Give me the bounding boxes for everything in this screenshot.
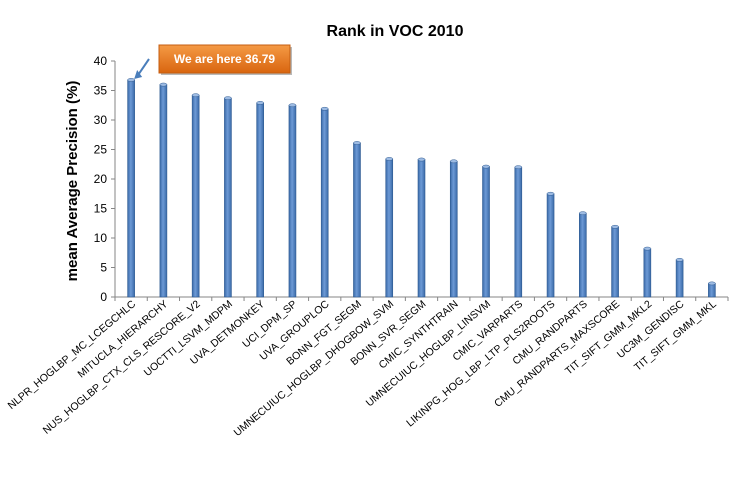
category-label: LIKINPG_HOG_LBP_LTP_PLS2ROOTS [404,298,557,429]
bar [288,104,297,298]
y-tick-label: 20 [94,172,108,186]
bar [579,212,587,298]
arrow-head-icon [134,69,143,79]
category-labels: NLPR_HOGLBP_MC_LCEGCHLCMITUCLA_HIERARCHY… [6,298,719,439]
bars [127,78,716,298]
y-tick-label: 25 [94,143,108,157]
bar [643,248,652,298]
y-tick-label: 30 [94,113,108,127]
annotation: We are here 36.79 [134,44,292,79]
bar [256,102,264,298]
bar [159,84,168,298]
bar-cap [514,165,523,170]
bar-cap [579,211,587,216]
category-label: NLPR_HOGLBP_MC_LCEGCHLC [6,298,139,412]
bar [546,193,555,298]
bar-cap [611,224,619,229]
bar [385,158,394,298]
bar [708,283,716,298]
bar-cap [224,96,232,101]
bar-cap [675,257,684,262]
y-tick-label: 40 [94,54,108,68]
bar-cap [450,159,458,164]
bar [320,108,329,298]
bar-cap [417,157,426,162]
bar-cap [256,101,264,105]
bar-cap [288,103,297,108]
bar [191,94,200,298]
bar [482,166,490,298]
bar [417,159,426,298]
y-tick-label: 15 [94,202,108,216]
bar-cap [320,106,329,111]
bar-cap [191,93,200,98]
callout-arrow [137,58,150,76]
bar-cap [127,78,135,82]
y-tick-label: 35 [94,84,108,98]
y-tick-label: 5 [100,261,107,275]
bar [224,97,232,298]
bar [127,79,135,298]
bar-cap [546,191,555,196]
y-axis-label: mean Average Precision (%) [64,81,81,282]
y-tick-label: 10 [94,231,108,245]
bar-cap [159,82,168,87]
callout-text: We are here 36.79 [174,52,276,66]
callout-box [158,44,291,74]
bar [514,166,523,298]
chart-title: Rank in VOC 2010 [327,23,464,40]
bar-cap [643,246,652,251]
y-ticks: 0 5 10 15 20 25 30 35 40 [94,54,729,304]
bar-cap [353,141,361,145]
bar [449,161,458,298]
y-tick-label: 0 [100,290,107,304]
bar-cap [482,164,490,169]
bar [611,226,619,298]
bar-cap [385,157,393,161]
bar-cap [708,281,716,286]
bar [675,259,684,298]
bar [353,142,361,298]
